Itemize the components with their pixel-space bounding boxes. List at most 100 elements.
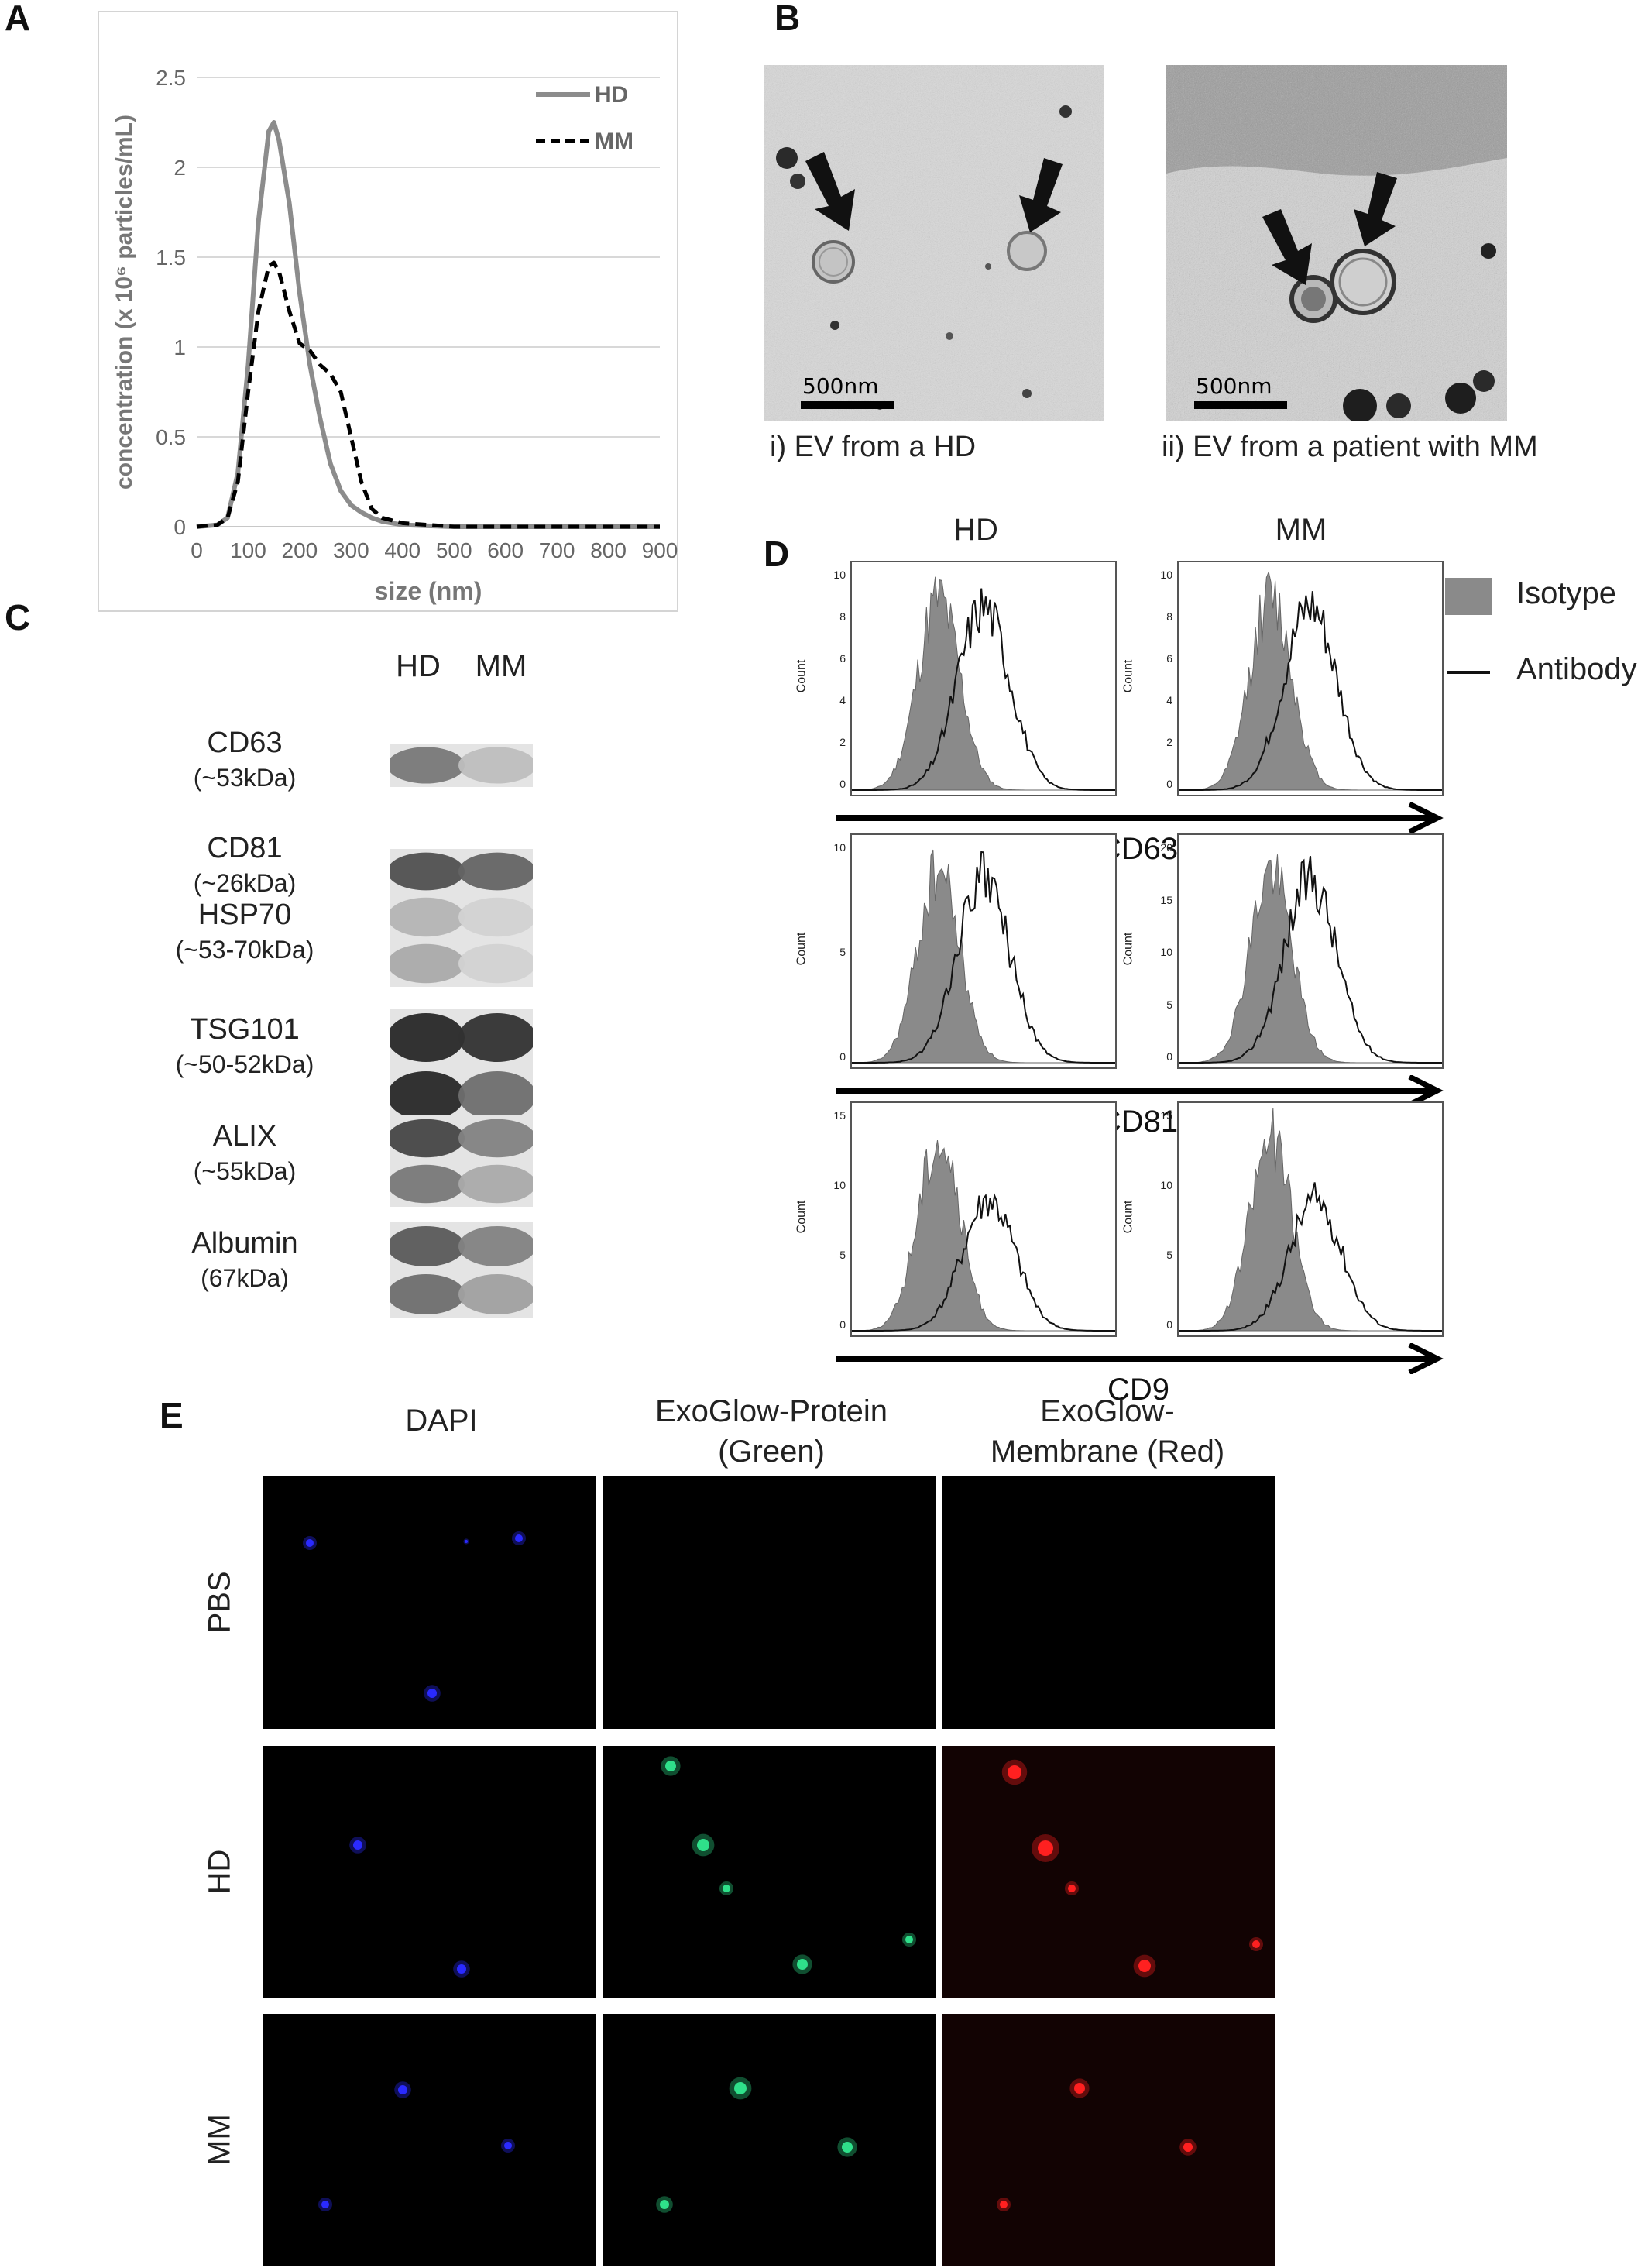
fluor-image-pbs-dapi <box>263 1476 596 1729</box>
fluor-spot <box>1252 1940 1260 1948</box>
series-line-hd <box>196 120 660 529</box>
isotype-histogram <box>1179 1108 1442 1332</box>
x-tick-label: 400 <box>384 538 421 562</box>
wb-protein-kda: (~55kDa) <box>193 1157 297 1185</box>
x-tick-label: 900 <box>642 538 678 562</box>
wb-blot-cd81 <box>390 849 533 894</box>
wb-protein-kda: (~26kDa) <box>193 869 297 897</box>
arrow-icon <box>1019 158 1063 232</box>
fluor-image-hd-dapi <box>263 1746 596 1998</box>
tem-image-mm: 500nm <box>1166 65 1507 421</box>
histogram-y-tick: 15 <box>833 1109 846 1122</box>
histogram-count-label: Count <box>795 1200 809 1234</box>
wb-protein-name: TSG101 <box>190 1013 300 1046</box>
wb-blot-albumin <box>390 1222 533 1318</box>
fluor-col-green-line2: (Green) <box>718 1435 825 1469</box>
panel-label-c: C <box>5 597 31 637</box>
histogram-y-tick: 5 <box>1166 998 1172 1011</box>
fluor-row-label-pbs: PBS <box>202 1571 237 1634</box>
legend-isotype-swatch <box>1445 578 1492 615</box>
fluor-spot <box>1038 1840 1053 1856</box>
fluor-spot <box>1183 2143 1193 2152</box>
x-tick-label: 300 <box>333 538 369 562</box>
histogram-y-tick: 0 <box>839 1050 846 1063</box>
fluor-spot <box>905 1936 913 1943</box>
tem-image-hd: 500nm <box>764 65 1104 421</box>
fluor-spot <box>398 2085 407 2094</box>
scale-label: 500nm <box>802 373 879 399</box>
fluor-image-mm-green <box>603 2014 936 2266</box>
arrow-icon <box>1354 172 1397 246</box>
fluor-col-green-line1: ExoGlow-Protein <box>654 1394 888 1428</box>
fluor-spot <box>1074 2083 1085 2094</box>
fluor-spot <box>1068 1885 1076 1892</box>
histogram-y-tick: 8 <box>839 610 846 623</box>
tem-hd-texture <box>764 65 1104 421</box>
fluor-spot <box>734 2082 747 2094</box>
wb-col-hd: HD <box>396 649 441 683</box>
histogram-count-label: Count <box>1121 659 1135 693</box>
x-axis-label: size (nm) <box>375 577 482 605</box>
histogram-y-tick: 0 <box>839 1318 846 1331</box>
histogram-cd81-hd <box>850 833 1117 1069</box>
histogram-cd63-mm <box>1177 561 1444 796</box>
fluor-image-mm-dapi <box>263 2014 596 2266</box>
scale-label: 500nm <box>1196 373 1272 399</box>
y-tick-label: 1 <box>173 335 186 359</box>
wb-blot-tsg101 <box>390 1009 533 1125</box>
histogram-y-tick: 8 <box>1166 610 1172 623</box>
y-tick-label: 1.5 <box>156 246 186 270</box>
wb-protein-name: CD63 <box>207 727 283 759</box>
histogram-y-tick: 2 <box>1166 736 1172 748</box>
y-axis-label: concentration (x 10⁶ particles/mL) <box>112 115 137 490</box>
histogram-count-label: Count <box>1121 932 1135 966</box>
nta-size-distribution-chart: 0 0.5 1 1.5 2 2.5 0 100 200 300 400 500 600 700 800 900… <box>112 66 678 605</box>
ev-vesicle <box>1330 249 1396 315</box>
fluor-spot <box>457 1964 466 1974</box>
fluor-spot <box>321 2201 329 2208</box>
fluor-col-dapi: DAPI <box>405 1404 478 1438</box>
x-tick-label: 0 <box>191 538 203 562</box>
legend-isotype-label: Isotype <box>1516 576 1616 610</box>
histogram-y-tick: 4 <box>1166 694 1172 706</box>
histogram-y-tick: 0 <box>1166 1050 1172 1063</box>
flow-col-hd: HD <box>953 513 998 547</box>
isotype-histogram <box>852 849 1115 1064</box>
antibody-histogram <box>1179 1182 1442 1332</box>
fluor-spot <box>427 1689 437 1698</box>
y-tick-label: 2.5 <box>156 66 186 90</box>
arrow-icon <box>1262 209 1312 285</box>
histogram-cd9-hd <box>850 1101 1117 1337</box>
series-line-mm <box>196 260 660 529</box>
tem-caption-hd: i) EV from a HD <box>770 431 977 463</box>
wb-protein-name: CD81 <box>207 832 283 864</box>
fluor-col-green: ExoGlow-Protein (Green) <box>601 1391 942 1472</box>
fluor-spot <box>353 1840 362 1850</box>
histogram-cd63-hd <box>850 561 1117 796</box>
marker-axis-arrow <box>836 802 1444 833</box>
histogram-y-tick: 6 <box>1166 652 1172 665</box>
legend-label-mm: MM <box>595 129 633 154</box>
histogram-y-tick: 10 <box>833 1179 846 1191</box>
antibody-histogram <box>1179 591 1442 791</box>
antibody-histogram <box>1179 856 1442 1064</box>
panel-label-d: D <box>764 534 790 574</box>
fluor-spot <box>504 2142 512 2149</box>
histogram-count-label: Count <box>1121 1200 1135 1234</box>
histogram-y-tick: 2 <box>839 736 846 748</box>
x-tick-label: 700 <box>539 538 575 562</box>
fluor-col-red-line2: Membrane (Red) <box>990 1435 1225 1469</box>
panel-label-a: A <box>5 0 31 38</box>
y-tick-label: 0.5 <box>156 425 186 449</box>
fluor-spot <box>1008 1765 1021 1779</box>
histogram-y-tick: 5 <box>1166 1249 1172 1261</box>
fluor-spot <box>723 1885 730 1892</box>
marker-axis-arrow <box>836 1343 1444 1374</box>
fluor-spot <box>660 2200 669 2209</box>
histogram-y-tick: 10 <box>1160 946 1172 958</box>
histogram-y-tick: 0 <box>1166 1318 1172 1331</box>
legend-label-hd: HD <box>595 82 628 108</box>
wb-col-mm: MM <box>475 649 527 683</box>
histogram-cd81-mm <box>1177 833 1444 1069</box>
legend-antibody-line <box>1447 671 1490 674</box>
